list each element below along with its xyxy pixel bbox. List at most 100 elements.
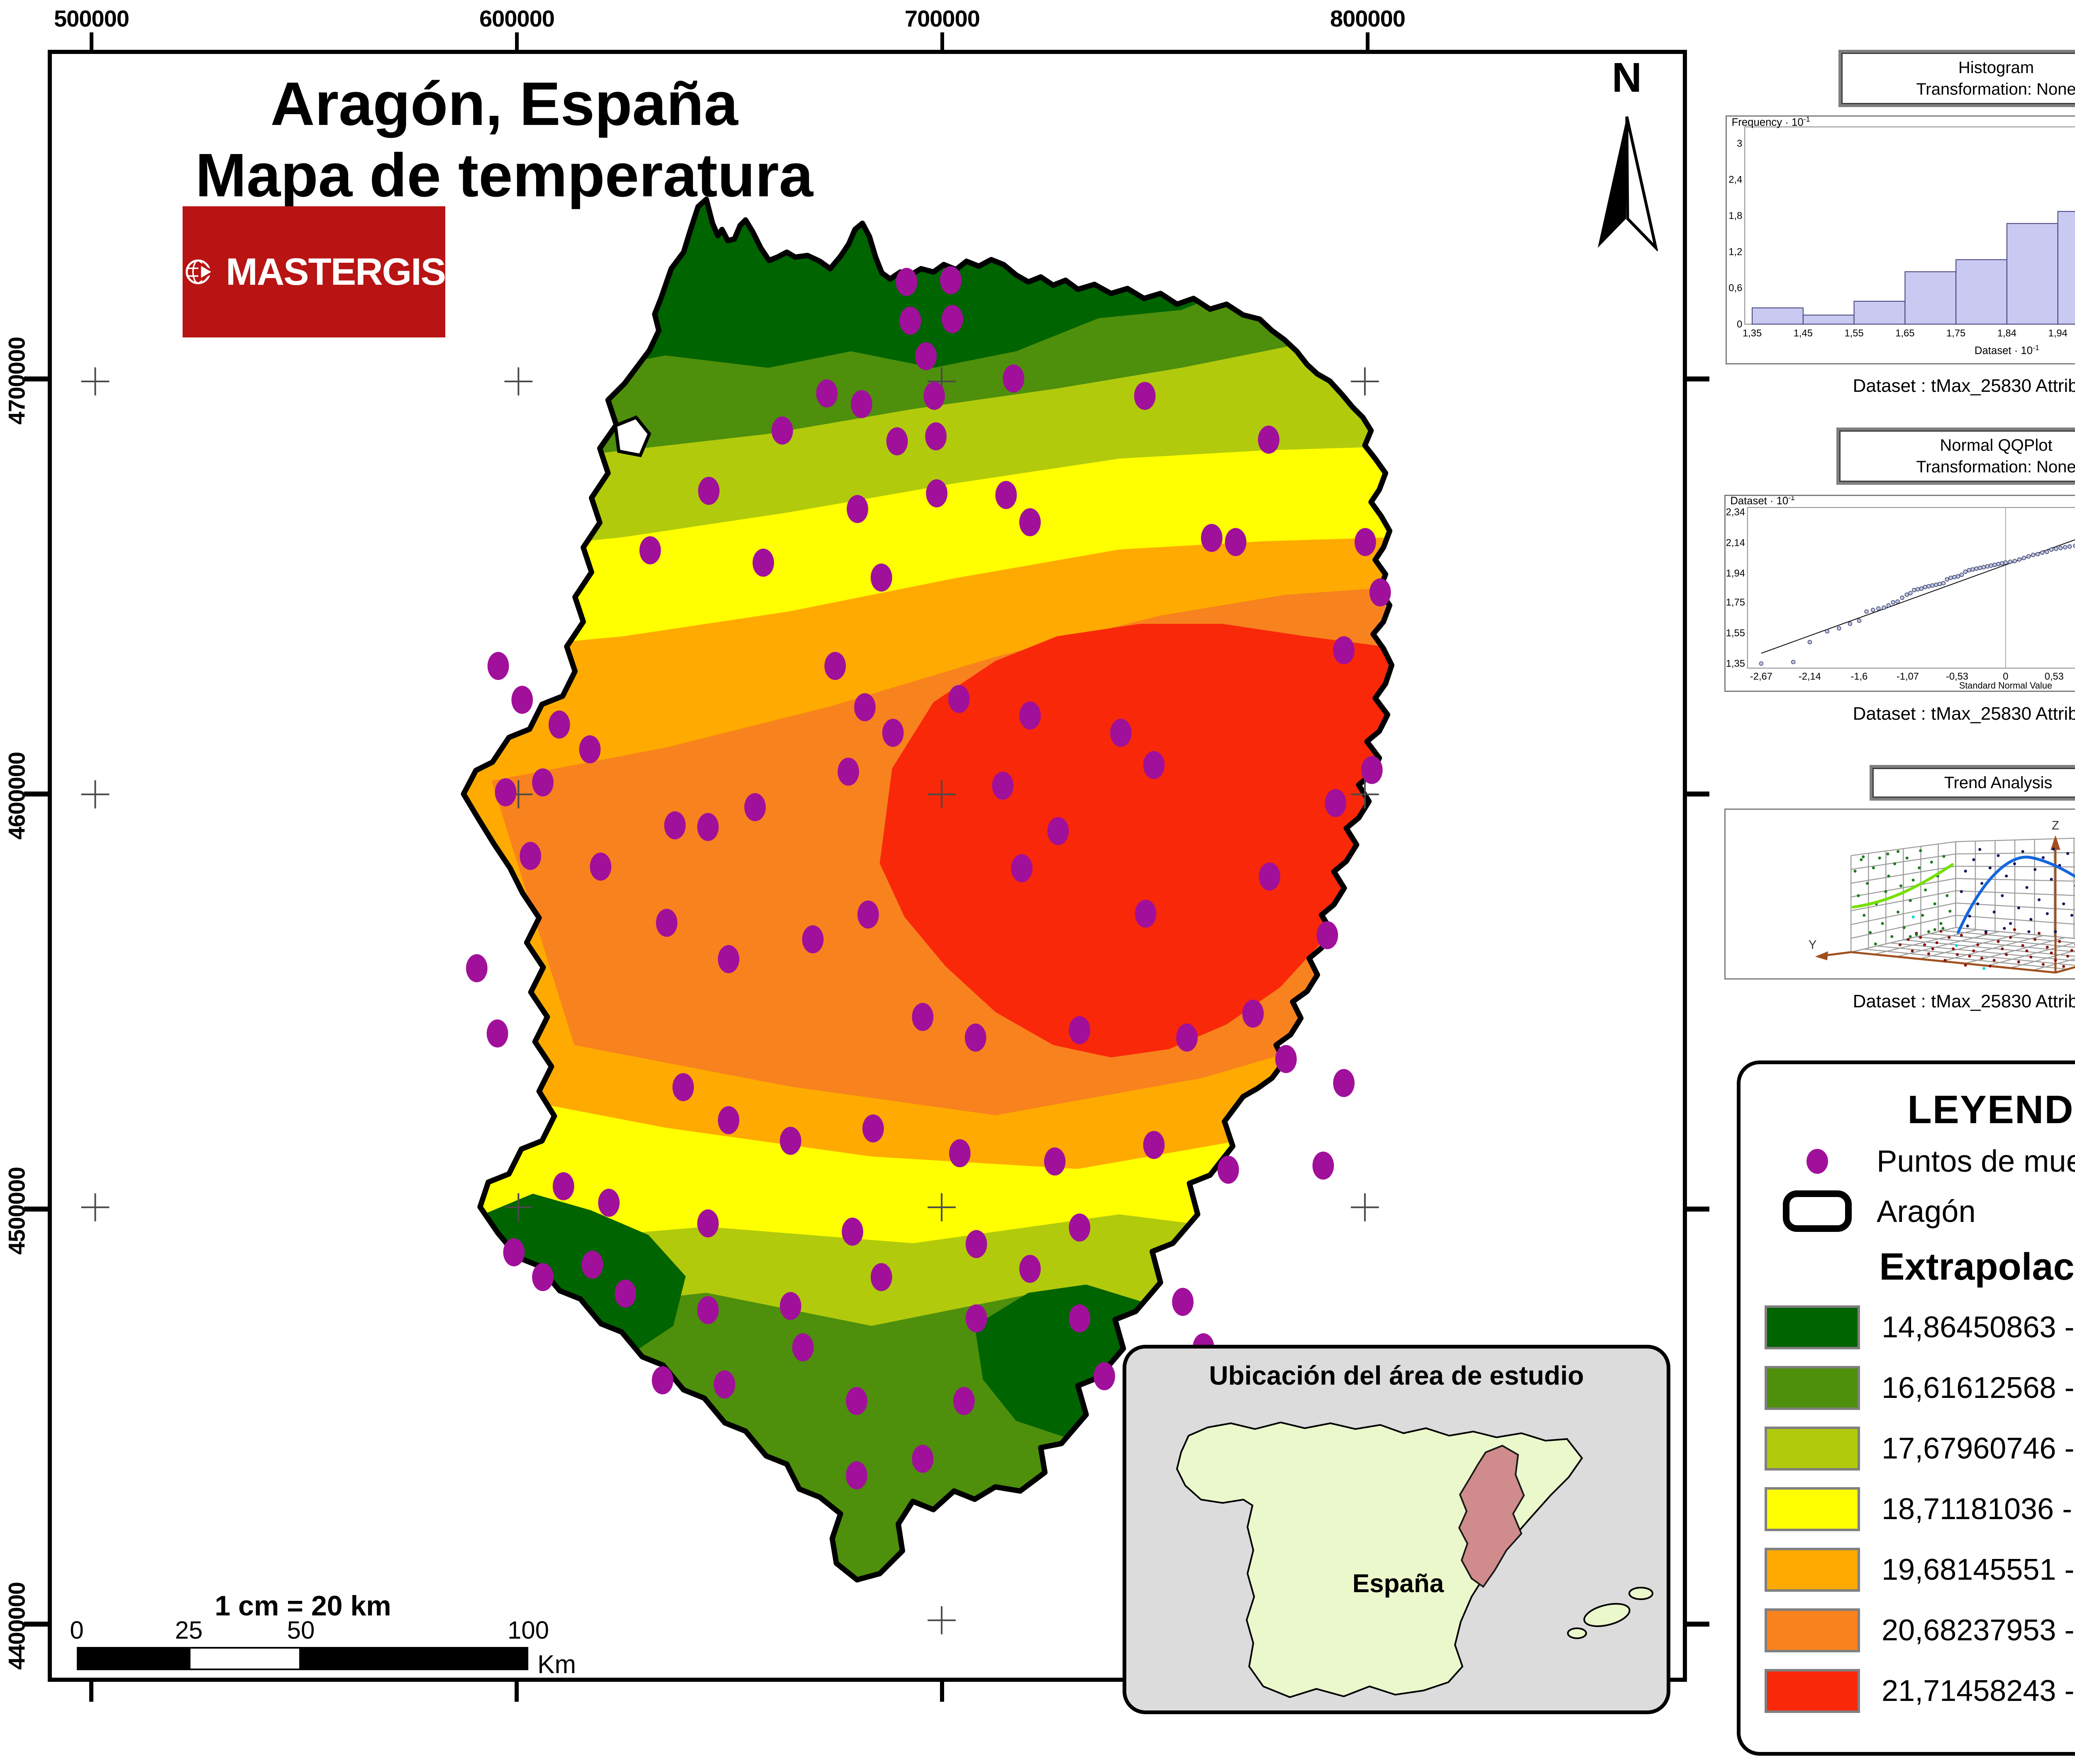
sample-point [912, 1444, 934, 1473]
qq-point [1825, 629, 1829, 634]
sample-point [503, 1238, 525, 1267]
class-range-label: 17,67960746 - 18,71181035 [1882, 1432, 2075, 1465]
trend-analysis-chart: ZXY [1724, 809, 2075, 980]
sample-point [965, 1230, 987, 1258]
trend-navy-point [1972, 858, 1975, 861]
left-tick [24, 1622, 48, 1627]
svg-text:2,14: 2,14 [1726, 538, 1745, 548]
qq-point [2049, 547, 2054, 552]
svg-text:2,4: 2,4 [1728, 174, 1742, 185]
svg-text:1,65: 1,65 [1895, 328, 1914, 339]
trend-green-point [1899, 884, 1902, 887]
legend-class-row: 14,86450863 - 16,61612567 [1765, 1305, 2075, 1349]
trend-floor-point [2021, 944, 2024, 947]
trend-navy-point [2001, 894, 2004, 897]
qq-point [2017, 557, 2022, 562]
trend-floor-point [1943, 959, 1947, 962]
trend-floor-point [1939, 930, 1943, 933]
legend-title: LEYENDA [1907, 1087, 2075, 1132]
globe-icon [186, 259, 215, 284]
qqplot-title-box: Normal QQPlot Transformation: None [1836, 428, 2075, 485]
qq-point [2063, 545, 2068, 550]
trend-green-point [1911, 878, 1915, 882]
qq-point [1955, 574, 1960, 579]
qq-point [1912, 588, 1916, 592]
legend-class-row: 20,68237953 - 21,71458242 [1765, 1608, 2075, 1652]
sample-point [1069, 1213, 1091, 1242]
top-axis-label: 500000 [54, 5, 129, 32]
qq-point [1915, 587, 1920, 592]
svg-text:1,55: 1,55 [1844, 328, 1863, 339]
qq-point [1923, 585, 1927, 589]
qq-point [2044, 550, 2049, 554]
trend-green-point [1896, 910, 1900, 914]
trend-floor-point [1907, 938, 1910, 941]
qq-point [1974, 566, 1979, 571]
trend-green-point [1919, 849, 1922, 853]
trend-green-point [1872, 866, 1875, 870]
sample-point [846, 1387, 867, 1415]
trend-floor-point [1964, 963, 1967, 967]
sample-point [824, 652, 846, 680]
trend-navy-point [2054, 930, 2057, 933]
trend-green-point [1884, 890, 1887, 893]
trend-floor-point [2054, 959, 2057, 962]
sample-point [1225, 528, 1247, 556]
trend-floor-point [2070, 949, 2073, 952]
sample-point [1019, 508, 1041, 537]
legend-item-region: Aragón [1770, 1190, 2075, 1233]
top-axis-label: 600000 [479, 5, 555, 32]
svg-text:Dataset · 10-1: Dataset · 10-1 [1975, 343, 2039, 357]
trend-green-point [1886, 852, 1889, 855]
sample-point [870, 563, 892, 592]
trend-floor-point [2017, 960, 2020, 964]
page-title: Aragón, España Mapa de temperatura [37, 68, 971, 211]
sample-point [992, 772, 1014, 800]
qqplot-caption: Dataset : tMax_25830 Attribute: Total [1853, 704, 2075, 724]
svg-text:Z: Z [2052, 818, 2059, 832]
sample-point [1176, 1024, 1198, 1052]
sample-point [1044, 1147, 1066, 1176]
svg-text:1,35: 1,35 [1726, 659, 1745, 669]
sample-point [771, 416, 793, 445]
legend-item-sample-points: Puntos de muestreo [1770, 1143, 2075, 1179]
qq-point [1963, 569, 1968, 574]
class-range-label: 21,71458243 - 22,84062195 [1882, 1674, 2075, 1708]
trend-floor-point [1960, 933, 1963, 937]
class-swatch [1765, 1366, 1860, 1410]
qq-point [1952, 575, 1957, 579]
sample-point [846, 1461, 867, 1490]
sample-point [1361, 756, 1383, 784]
trend-floor-point [2062, 965, 2065, 968]
legend-class-row: 17,67960746 - 18,71181035 [1765, 1427, 2075, 1471]
qq-point [1948, 575, 1953, 580]
sample-point [926, 479, 948, 508]
qq-point [2003, 560, 2008, 565]
trend-navy-point [2025, 886, 2029, 889]
qq-point [1908, 591, 1913, 596]
trend-navy-point [2052, 848, 2055, 851]
sample-point [964, 1024, 986, 1052]
sample-point [851, 390, 872, 418]
trend-green-point [1933, 928, 1936, 931]
class-swatch [1765, 1487, 1860, 1531]
svg-text:-1,07: -1,07 [1897, 671, 1919, 682]
scalebar-number: 100 [507, 1616, 549, 1644]
qq-point [1904, 592, 1909, 597]
qqplot-chart: -2,67-2,14-1,6-1,07-0,5300,531,071,62,14… [1724, 495, 2075, 692]
svg-text:Standard Normal Value: Standard Normal Value [1959, 680, 2052, 691]
qq-point [1919, 586, 1924, 591]
sample-point [949, 1139, 971, 1168]
scale-ratio: 1 cm = 20 km [215, 1590, 391, 1622]
sample-point [495, 778, 517, 806]
trend-cyan-point [1955, 944, 1958, 947]
qq-point [2008, 559, 2013, 564]
sample-point [995, 481, 1017, 509]
trend-navy-point [1966, 924, 1969, 928]
histogram-bar [2057, 211, 2075, 325]
svg-text:0: 0 [1737, 319, 1742, 330]
scalebar-number: 50 [287, 1616, 315, 1644]
histogram-bar [1853, 301, 1906, 325]
right-tick [1686, 792, 1709, 796]
histogram-chart: 1,351,451,551,651,751,841,942,042,142,24… [1726, 115, 2075, 364]
